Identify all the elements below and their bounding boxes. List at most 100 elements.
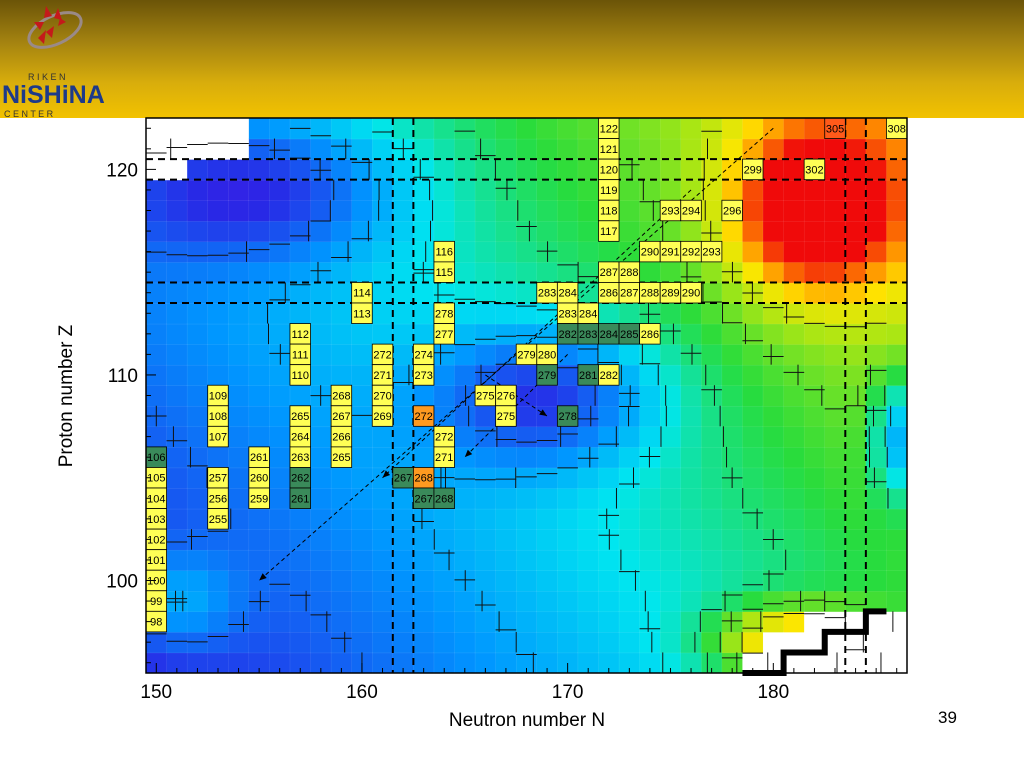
- heatmap-cell: [474, 343, 497, 366]
- heatmap-cell: [186, 549, 209, 571]
- heatmap-cell: [474, 241, 497, 263]
- nucleus-label: 272: [435, 432, 453, 444]
- nucleus-label: 100: [147, 576, 165, 588]
- heatmap-cell: [166, 631, 188, 654]
- nucleus-label: 103: [147, 514, 165, 526]
- nucleus-label: 259: [250, 493, 268, 505]
- heatmap-cell: [228, 570, 250, 592]
- nucleus-box: [289, 364, 311, 386]
- nucleus-label: 265: [291, 411, 309, 423]
- heatmap-cell: [289, 528, 312, 551]
- heatmap-cell: [721, 385, 744, 407]
- heatmap-cell: [680, 179, 703, 201]
- nucleus-label: 273: [414, 370, 432, 382]
- heatmap-cell: [228, 302, 250, 325]
- heatmap-cell: [289, 508, 312, 530]
- heatmap-cell: [516, 261, 538, 284]
- heatmap-cell: [269, 200, 291, 222]
- heatmap-cell: [289, 241, 312, 263]
- heatmap-cell: [372, 549, 394, 571]
- heatmap-cell: [659, 323, 682, 345]
- heatmap-cell: [762, 385, 785, 407]
- heatmap-cell: [516, 467, 538, 489]
- heatmap-cell: [269, 570, 291, 592]
- heatmap-cell: [845, 528, 867, 551]
- heatmap-cell: [577, 631, 600, 654]
- heatmap-cell: [474, 282, 497, 304]
- heatmap-cell: [536, 385, 559, 407]
- nucleus-label: 294: [682, 206, 700, 218]
- heatmap-cell: [598, 570, 620, 592]
- nucleus-label: 119: [600, 185, 618, 197]
- heatmap-cell: [186, 117, 209, 140]
- heatmap-cell: [413, 138, 435, 160]
- heatmap-cell: [865, 508, 888, 530]
- heatmap-cell: [228, 138, 250, 160]
- heatmap-cell: [495, 549, 517, 571]
- heatmap-cell: [413, 282, 435, 304]
- heatmap-cell: [803, 302, 826, 325]
- heatmap-cell: [433, 343, 456, 366]
- nucleus-label: 292: [682, 247, 700, 259]
- heatmap-cell: [536, 446, 559, 469]
- heatmap-cell: [186, 528, 209, 551]
- riken-flower-icon: [27, 6, 83, 49]
- heatmap-cell: [372, 590, 394, 613]
- heatmap-cell: [269, 158, 291, 181]
- heatmap-cell: [701, 117, 723, 140]
- heatmap-cell: [330, 241, 353, 263]
- nucleus-box: [207, 425, 229, 448]
- heatmap-cell: [474, 405, 497, 428]
- heatmap-cell: [886, 261, 908, 284]
- heatmap-cell: [742, 549, 764, 571]
- heatmap-cell: [865, 385, 888, 407]
- heatmap-cell: [762, 426, 785, 448]
- heatmap-cell: [680, 261, 703, 284]
- heatmap-cell: [557, 200, 579, 222]
- nucleus-label: 268: [414, 473, 432, 485]
- heatmap-cell: [742, 343, 764, 366]
- heatmap-cell: [228, 261, 250, 284]
- heatmap-cell: [701, 343, 723, 366]
- nucleus-box: [721, 199, 743, 222]
- heatmap-cell: [598, 590, 620, 613]
- heatmap-cell: [721, 446, 744, 469]
- heatmap-cell: [372, 241, 394, 263]
- heatmap-cell: [886, 405, 908, 428]
- heatmap-cell: [762, 282, 785, 304]
- heatmap-cell: [742, 241, 764, 263]
- nucleus-label: 115: [435, 267, 453, 279]
- heatmap-cell: [639, 528, 661, 551]
- heatmap-cell: [680, 220, 703, 243]
- heatmap-cell: [845, 179, 867, 201]
- heatmap-cell: [351, 508, 373, 530]
- heatmap-cell: [762, 364, 785, 386]
- heatmap-cell: [372, 446, 394, 469]
- heatmap-cell: [742, 405, 764, 428]
- heatmap-cell: [351, 117, 373, 140]
- nucleus-box: [371, 405, 394, 427]
- heatmap-cell: [845, 117, 867, 140]
- shell-dashed-lines: [146, 118, 907, 673]
- heatmap-cell: [330, 590, 353, 613]
- heatmap-cell: [289, 590, 312, 613]
- heatmap-cell: [372, 323, 394, 345]
- heatmap-cell: [351, 426, 373, 448]
- heatmap-cell: [248, 611, 271, 633]
- heatmap-cell: [783, 528, 805, 551]
- heatmap-cell: [824, 200, 846, 222]
- heatmap-cell: [762, 302, 785, 325]
- heatmap-cell: [886, 528, 908, 551]
- heatmap-cell: [742, 200, 764, 222]
- heatmap-cell: [454, 405, 476, 428]
- heatmap-cell: [721, 426, 744, 448]
- heatmap-cell: [516, 138, 538, 160]
- heatmap-cell: [516, 446, 538, 469]
- heatmap-cell: [762, 467, 785, 489]
- heatmap-cell: [495, 241, 517, 263]
- heatmap-cell: [392, 158, 415, 181]
- heatmap-cell: [207, 631, 229, 654]
- heatmap-cell: [392, 426, 415, 448]
- heatmap-cell: [762, 549, 785, 571]
- heatmap-cell: [886, 323, 908, 345]
